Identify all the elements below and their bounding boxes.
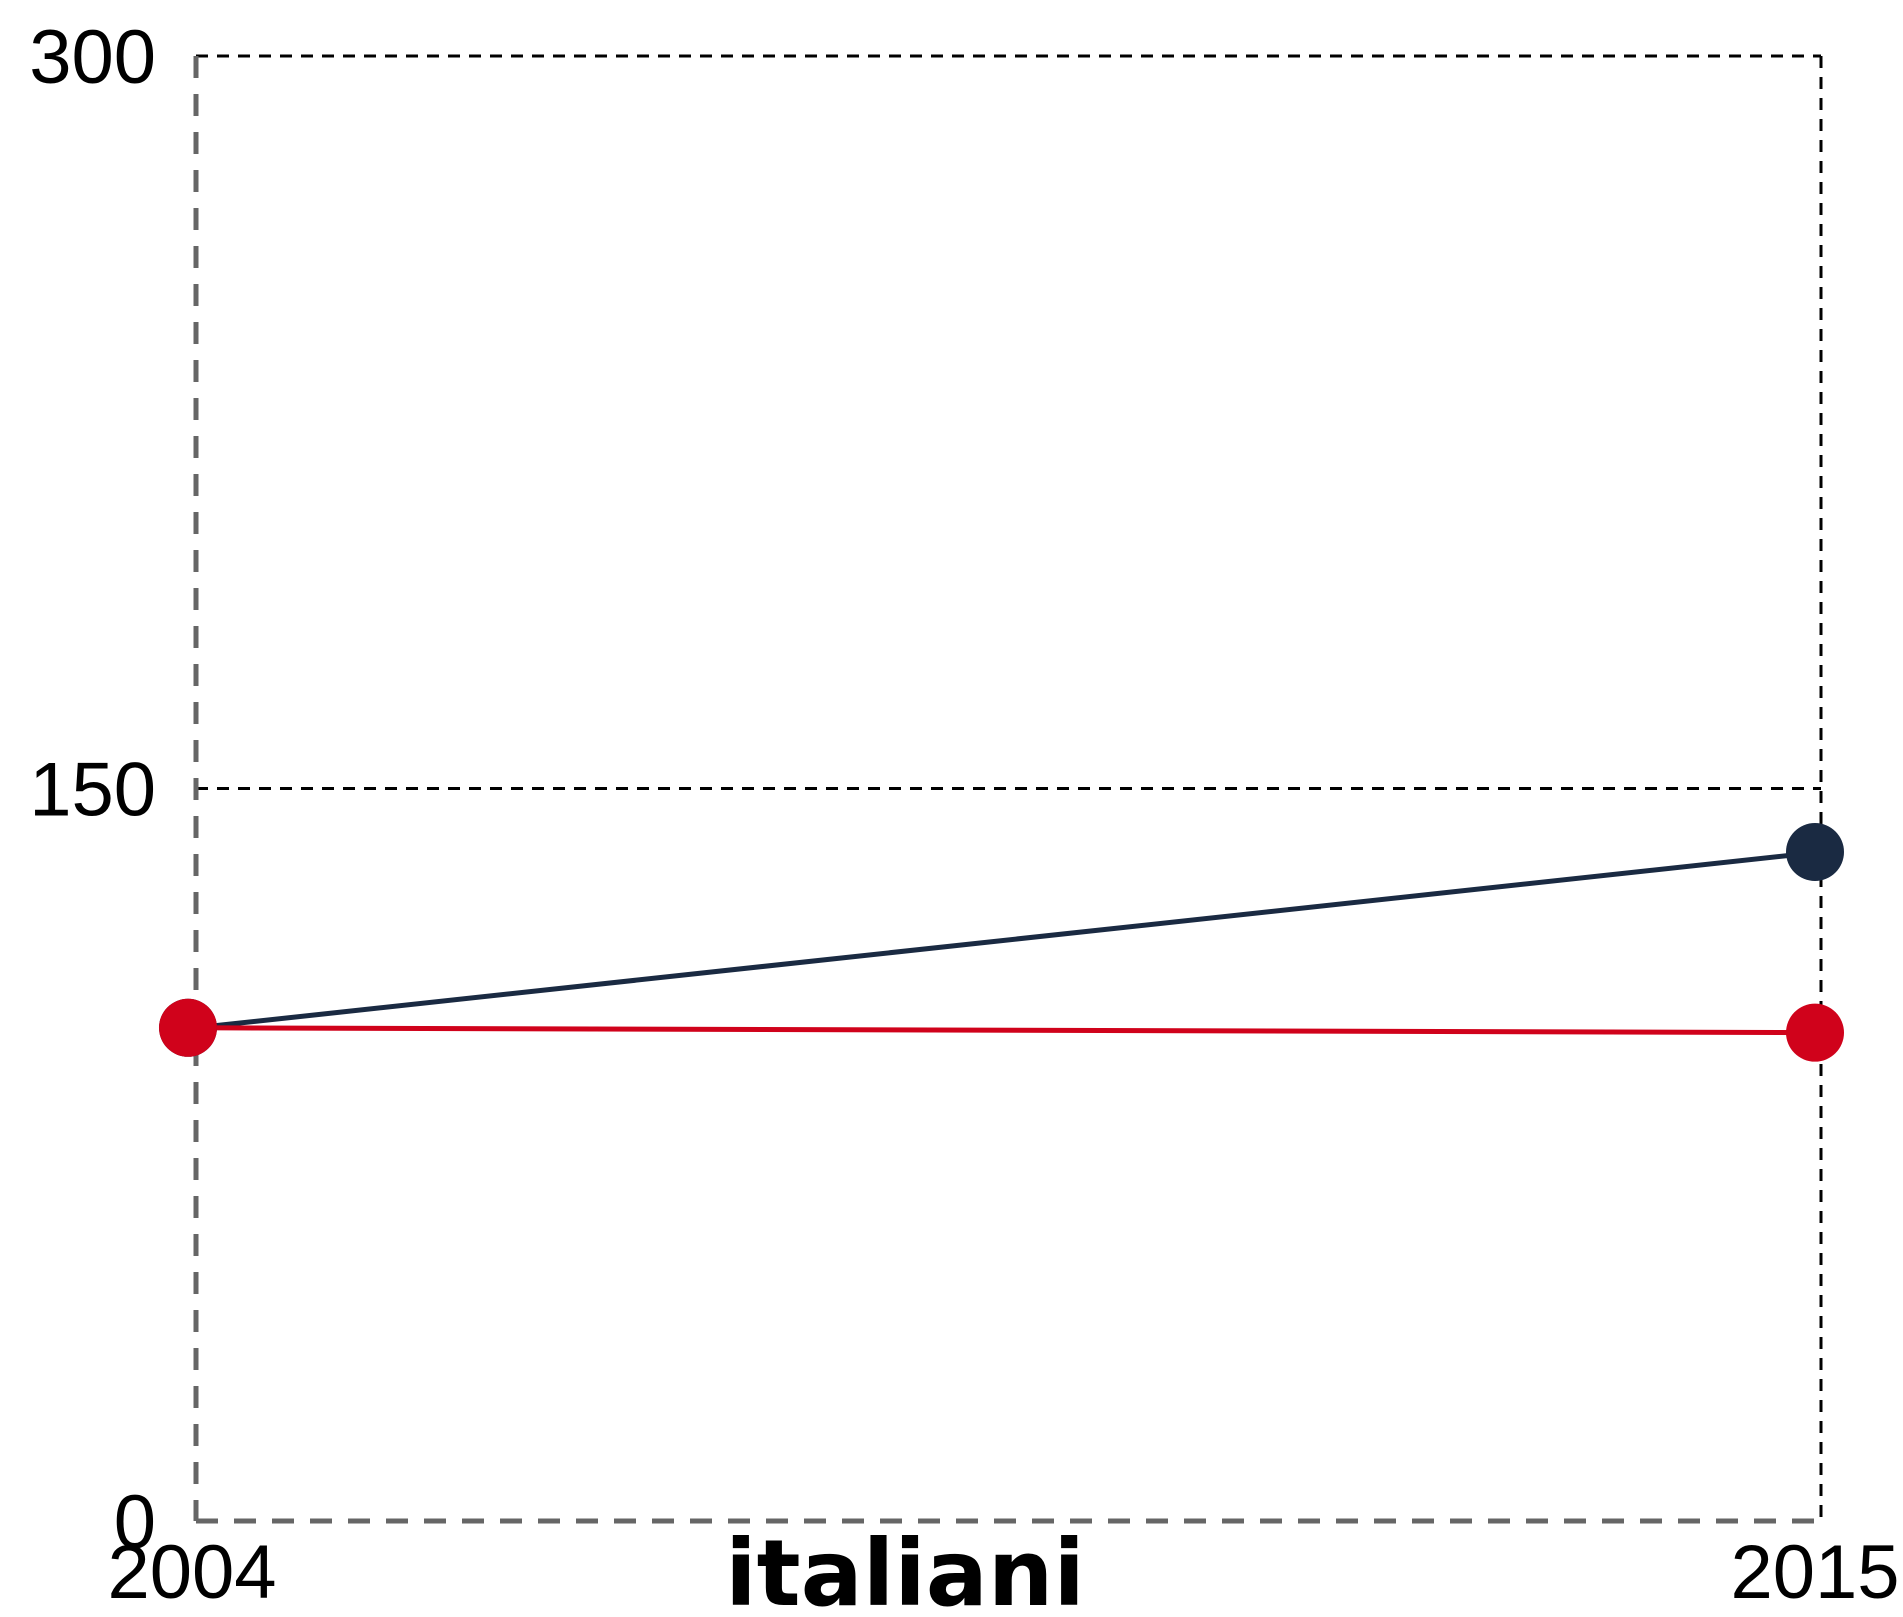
y-tick-label-300: 300 [29,15,156,100]
series-0-point-2015 [1786,822,1844,881]
series-1-line-segment-0 [195,1025,1822,1036]
y-tick-label-150: 150 [29,748,156,833]
x-tick-label-2015: 2015 [1730,1530,1899,1615]
label-layer: 0 150 300 2004 2015 italiani [29,15,1899,1617]
series-1-point-2015 [1786,1003,1844,1062]
axis-layer [193,56,1821,1524]
category-label: italiani [725,1520,1085,1617]
series-1-point-2004 [159,998,217,1057]
y-tick-label-0: 0 [114,1480,156,1565]
series-0-line-segment-0 [195,849,1822,1031]
series-layer [159,822,1844,1062]
grid-layer [196,54,1823,1521]
x-tick-label-2004: 2004 [107,1530,276,1615]
